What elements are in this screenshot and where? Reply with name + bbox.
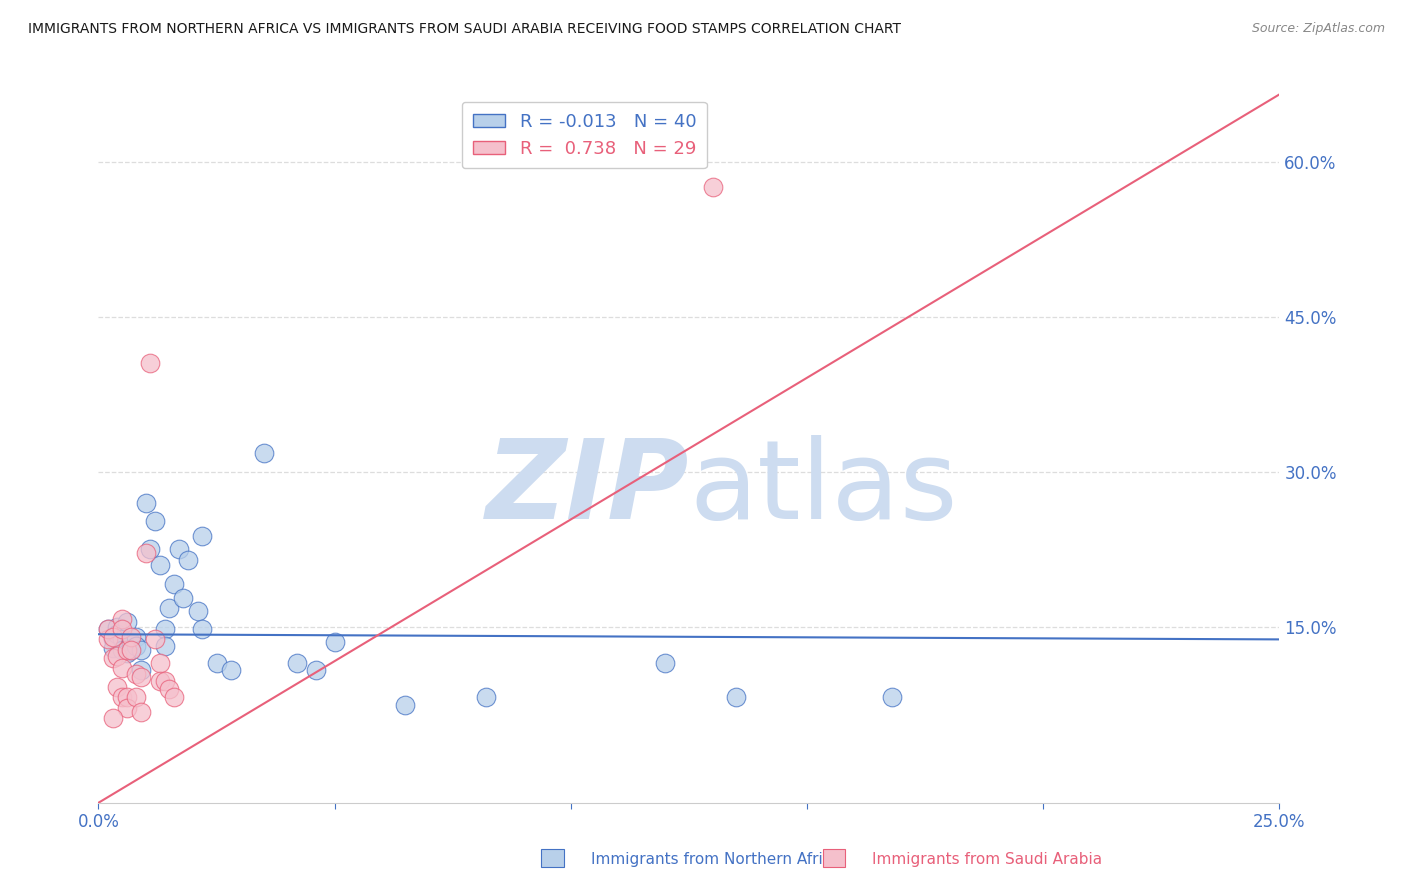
Point: [172, 591, 194, 605]
Point: [97, 622, 120, 636]
Point: [163, 576, 186, 591]
Point: [702, 180, 724, 194]
Text: Source: ZipAtlas.com: Source: ZipAtlas.com: [1251, 22, 1385, 36]
Point: [105, 680, 128, 694]
Point: [205, 656, 228, 670]
Point: [121, 630, 143, 644]
Text: ZIP: ZIP: [485, 435, 689, 542]
Point: [101, 640, 124, 655]
Point: [111, 661, 134, 675]
Point: [105, 648, 128, 663]
Point: [101, 630, 124, 644]
Point: [157, 681, 180, 696]
Point: [285, 656, 308, 670]
Point: [191, 529, 214, 543]
Legend: R = -0.013   N = 40, R =  0.738   N = 29: R = -0.013 N = 40, R = 0.738 N = 29: [461, 102, 707, 169]
Point: [129, 705, 152, 719]
Point: [187, 605, 209, 619]
Point: [143, 632, 166, 647]
Point: [153, 639, 176, 653]
Text: atlas: atlas: [689, 435, 957, 542]
Point: [654, 656, 676, 670]
Point: [135, 545, 157, 559]
Point: [323, 635, 346, 649]
Point: [129, 664, 152, 678]
Point: [105, 620, 128, 634]
Point: [475, 690, 498, 705]
Point: [115, 700, 138, 714]
Point: [111, 632, 134, 647]
Point: [97, 632, 120, 647]
Point: [101, 651, 124, 665]
Point: [880, 690, 903, 705]
Point: [115, 690, 138, 705]
Point: [111, 690, 134, 705]
Point: [111, 642, 134, 657]
Point: [153, 622, 176, 636]
Point: [125, 666, 148, 681]
Point: [129, 670, 152, 684]
Point: [139, 542, 162, 557]
Point: [121, 642, 143, 657]
Point: [253, 446, 276, 460]
Point: [105, 627, 128, 641]
Point: [111, 622, 134, 636]
Point: [149, 558, 172, 572]
Point: [111, 612, 134, 626]
Text: Immigrants from Saudi Arabia: Immigrants from Saudi Arabia: [872, 852, 1102, 867]
Point: [125, 639, 148, 653]
Point: [129, 642, 152, 657]
Point: [97, 622, 120, 636]
Point: [101, 632, 124, 647]
Point: [219, 664, 242, 678]
Point: [125, 630, 148, 644]
Point: [121, 642, 143, 657]
Text: IMMIGRANTS FROM NORTHERN AFRICA VS IMMIGRANTS FROM SAUDI ARABIA RECEIVING FOOD S: IMMIGRANTS FROM NORTHERN AFRICA VS IMMIG…: [28, 22, 901, 37]
Point: [101, 711, 124, 725]
Point: [115, 615, 138, 629]
Point: [153, 673, 176, 688]
Point: [139, 356, 162, 370]
Point: [191, 622, 214, 636]
Point: [149, 673, 172, 688]
Point: [149, 656, 172, 670]
Point: [725, 690, 748, 705]
Point: [177, 553, 200, 567]
Point: [157, 601, 180, 615]
Point: [115, 642, 138, 657]
Point: [394, 698, 416, 712]
Point: [115, 646, 138, 660]
Point: [135, 496, 157, 510]
Point: [167, 542, 190, 557]
Point: [121, 635, 143, 649]
Text: Immigrants from Northern Africa: Immigrants from Northern Africa: [591, 852, 841, 867]
Point: [125, 690, 148, 705]
Point: [143, 515, 166, 529]
Point: [163, 690, 186, 705]
Point: [305, 664, 328, 678]
